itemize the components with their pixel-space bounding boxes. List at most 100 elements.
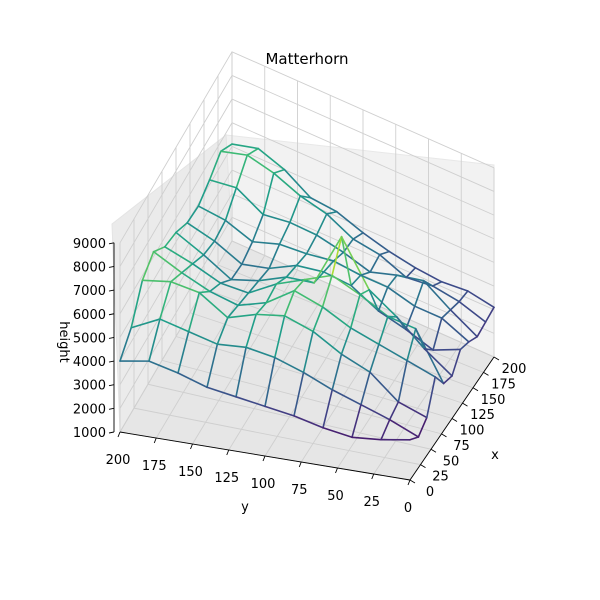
- surface-segment: [159, 318, 190, 333]
- surface-segment: [170, 271, 183, 283]
- surface-segment: [152, 246, 166, 253]
- y-tick-mark: [371, 473, 375, 480]
- surface-segment: [265, 283, 278, 304]
- y-tick-mark: [335, 467, 338, 474]
- wall-grid-z: [119, 98, 495, 291]
- surface-segment: [226, 304, 239, 319]
- surface-segment: [322, 260, 335, 273]
- surface-segment: [321, 306, 352, 329]
- surface-segment: [388, 401, 400, 421]
- surface-segment: [231, 143, 260, 150]
- surface-segment: [273, 315, 286, 359]
- z-tick-label: 6000: [73, 308, 106, 323]
- surface-segment: [257, 276, 288, 282]
- surface-segment: [315, 213, 328, 236]
- surface-segment: [406, 359, 437, 378]
- surface-segment: [423, 348, 453, 377]
- floor-grid-y: [337, 327, 429, 469]
- surface-segment: [432, 348, 462, 351]
- surface-segment: [257, 267, 270, 282]
- z-tick-label: 8000: [73, 260, 106, 275]
- surface-segment: [175, 222, 188, 234]
- surface-segment: [404, 305, 416, 331]
- surface-segment: [331, 235, 343, 277]
- surface-segment: [202, 254, 232, 281]
- surface-segment: [237, 301, 268, 307]
- floor-grid-y: [228, 284, 331, 451]
- surface-segment: [209, 282, 222, 293]
- surface-segment: [349, 327, 380, 346]
- surface-segment: [442, 375, 453, 385]
- y-tick-label: 150: [178, 465, 203, 480]
- surface-segment: [255, 313, 286, 317]
- surface-segment: [369, 271, 398, 277]
- surface-segment: [198, 291, 229, 319]
- surface-segment: [369, 371, 400, 403]
- x-tick-label: 125: [470, 408, 495, 423]
- surface-segment: [406, 327, 417, 362]
- surface-segment: [283, 168, 312, 199]
- surface-segment: [459, 341, 470, 351]
- surface-segment: [119, 326, 132, 362]
- surface-segment: [245, 346, 276, 359]
- x-tick-mark: [462, 402, 468, 407]
- surface-segment: [312, 306, 324, 333]
- surface-mesh: [119, 143, 495, 441]
- surface-segment: [405, 267, 417, 279]
- surface-segment: [186, 205, 200, 224]
- x-tick-label: 150: [481, 393, 506, 408]
- y-tick-label: 50: [327, 489, 344, 504]
- surface-segment: [206, 386, 237, 398]
- surface-segment: [247, 279, 260, 294]
- surface-segment: [397, 359, 408, 403]
- surface-segment: [262, 213, 291, 224]
- surface-segment: [198, 290, 211, 294]
- surface-segment: [360, 371, 371, 406]
- y-tick-mark: [117, 431, 121, 438]
- surface-segment: [170, 280, 201, 294]
- y-tick-label: 0: [404, 501, 412, 516]
- surface-segment: [414, 327, 445, 385]
- surface-segment: [187, 291, 201, 333]
- surface-segment: [386, 274, 398, 288]
- surface-segment: [206, 343, 219, 389]
- surface-segment: [388, 418, 420, 438]
- y-tick-label: 25: [363, 495, 380, 510]
- surface-segment: [177, 330, 190, 374]
- surface-segment: [340, 327, 352, 355]
- y-tick-mark: [153, 437, 157, 444]
- surface-segment: [342, 238, 355, 254]
- surface-segment: [362, 231, 391, 253]
- surface-segment: [440, 317, 470, 343]
- surface-segment: [219, 278, 232, 284]
- surface-segment: [321, 274, 333, 308]
- surface-segment: [216, 343, 247, 349]
- z-tick-label: 4000: [73, 355, 106, 370]
- y-axis-label: y: [241, 500, 249, 515]
- surface-segment: [413, 305, 443, 319]
- wall-grid-z: [119, 169, 495, 362]
- surface-segment: [197, 179, 211, 207]
- surface-segment: [325, 210, 338, 215]
- surface-segment: [293, 415, 324, 429]
- y-tick-label: 175: [142, 459, 167, 474]
- surface-segment: [209, 290, 239, 307]
- surface-segment: [476, 321, 487, 338]
- surface-segment: [295, 264, 325, 273]
- x-tick-label: 0: [426, 485, 434, 500]
- surface-segment: [359, 274, 389, 288]
- z-tick-mark: [108, 336, 115, 339]
- surface-segment: [359, 271, 371, 277]
- wall-grid-z: [119, 145, 495, 338]
- y-tick-mark: [298, 461, 302, 468]
- surface-segment: [235, 396, 266, 408]
- surface-segment: [378, 250, 391, 256]
- z-tick-mark: [108, 313, 115, 316]
- z-tick-label: 3000: [73, 379, 106, 394]
- surface-segment: [257, 147, 286, 171]
- surface-segment: [245, 313, 257, 349]
- surface-segment: [293, 289, 324, 308]
- x-tick-label: 75: [453, 439, 470, 454]
- surface-segment: [164, 246, 194, 265]
- surface-segment: [360, 403, 391, 421]
